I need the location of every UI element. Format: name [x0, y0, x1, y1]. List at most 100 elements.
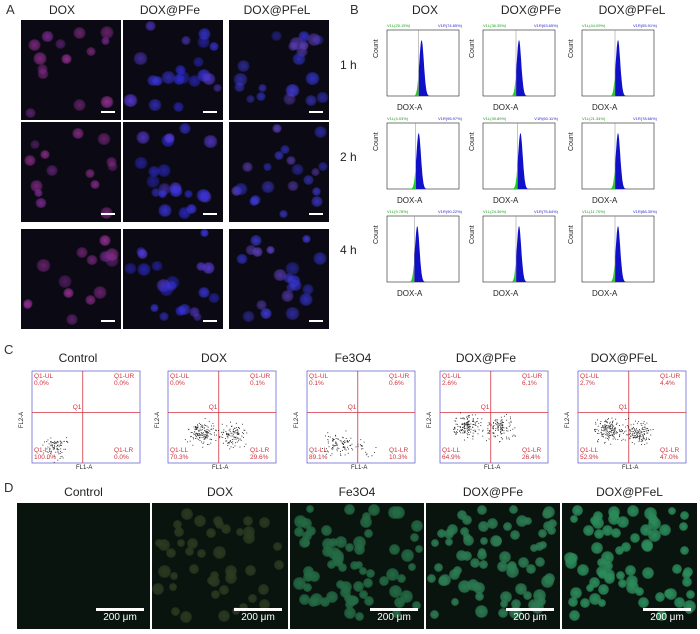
quadrant-lr-value: 0.0%	[114, 454, 129, 461]
event-dot	[497, 426, 499, 428]
event-dot	[235, 436, 237, 438]
quadrant-ur-name: Q1-UR	[522, 373, 543, 380]
event-dot	[341, 436, 343, 438]
cell-nucleus	[25, 108, 36, 118]
event-dot	[206, 434, 208, 436]
cell-fluorescence	[617, 516, 629, 528]
cell-nucleus	[85, 295, 96, 305]
event-dot	[66, 441, 68, 442]
cell-fluorescence	[273, 542, 282, 551]
quadrant-ul-value: 0.1%	[309, 380, 324, 387]
event-dot	[210, 442, 212, 444]
cell-fluorescence	[438, 576, 448, 586]
cell-nucleus	[213, 84, 222, 92]
event-dot	[622, 424, 624, 426]
event-dot	[237, 433, 239, 434]
x-axis-label: DOX-A	[397, 103, 423, 112]
cell-fluorescence	[456, 550, 467, 561]
event-dot	[56, 442, 57, 444]
histogram-negative-area	[608, 77, 615, 96]
event-dot	[203, 439, 205, 440]
event-dot	[226, 435, 228, 437]
event-dot	[643, 421, 645, 422]
event-dot	[604, 427, 606, 429]
event-dot	[467, 423, 469, 425]
event-dot	[488, 432, 490, 434]
cell-fluorescence	[444, 529, 454, 539]
panel-b-row-4h: 4 h	[340, 243, 357, 257]
event-dot	[226, 432, 227, 434]
event-dot	[509, 424, 511, 426]
gate-right-label: V1R(90.22%)	[437, 209, 462, 214]
event-dot	[594, 430, 596, 432]
event-dot	[594, 429, 595, 430]
event-dot	[49, 448, 51, 450]
event-dot	[637, 432, 638, 434]
event-dot	[508, 437, 510, 439]
event-dot	[462, 429, 463, 430]
cell-fluorescence	[686, 590, 695, 599]
event-dot	[56, 448, 58, 450]
event-dot	[614, 431, 615, 433]
event-dot	[197, 424, 198, 426]
cell-fluorescence	[389, 544, 400, 555]
event-dot	[507, 430, 509, 432]
event-dot	[646, 432, 648, 434]
event-dot	[348, 448, 349, 450]
event-dot	[331, 448, 333, 450]
event-dot	[508, 438, 510, 440]
cell-nucleus	[316, 92, 329, 103]
event-dot	[626, 425, 628, 426]
event-dot	[494, 435, 496, 437]
event-dot	[351, 448, 353, 449]
event-dot	[476, 420, 478, 422]
event-dot	[598, 430, 599, 432]
event-dot	[594, 428, 596, 430]
quadrant-lr-value: 29.6%	[250, 454, 269, 461]
event-dot	[630, 435, 632, 437]
event-dot	[330, 455, 332, 457]
event-dot	[52, 447, 54, 449]
event-dot	[495, 428, 497, 430]
event-dot	[201, 425, 203, 427]
event-dot	[615, 428, 616, 430]
event-dot	[455, 433, 457, 435]
scale-bar	[203, 111, 217, 113]
event-dot	[239, 446, 241, 448]
cell-nucleus	[40, 150, 50, 159]
event-dot	[468, 429, 469, 431]
cell-nucleus	[37, 69, 49, 79]
event-dot	[644, 426, 645, 428]
event-dot	[606, 421, 608, 423]
quadrant-ll-value: 70.3%	[170, 454, 189, 461]
event-dot	[459, 430, 461, 432]
event-dot	[335, 435, 337, 437]
histogram-plot: V1L(44.09%) V1R(55.91%) Count DOX-A	[568, 22, 658, 112]
event-dot	[599, 423, 601, 425]
event-dot	[500, 424, 502, 426]
event-dot	[611, 434, 613, 436]
quadrant-ll-name: Q1-LL	[34, 447, 53, 454]
event-dot	[199, 437, 200, 438]
x-axis-label: DOX-A	[592, 196, 618, 205]
event-dot	[343, 443, 345, 445]
cell-fluorescence	[478, 521, 489, 532]
event-dot	[609, 422, 611, 424]
cell-nucleus	[137, 249, 148, 259]
cell-nucleus	[280, 145, 290, 154]
event-dot	[638, 440, 640, 442]
event-dot	[644, 444, 646, 445]
event-dot	[237, 430, 239, 432]
cell-fluorescence	[294, 515, 307, 528]
cell-nucleus	[166, 281, 177, 291]
event-dot	[605, 421, 607, 423]
histogram-positive-area	[516, 226, 531, 282]
event-dot	[646, 422, 648, 424]
event-dot	[619, 435, 620, 437]
event-dot	[632, 428, 634, 430]
event-dot	[231, 441, 232, 443]
event-dot	[219, 435, 221, 437]
event-dot	[497, 430, 499, 431]
cell-fluorescence	[503, 522, 512, 531]
cell-nucleus	[55, 39, 66, 49]
